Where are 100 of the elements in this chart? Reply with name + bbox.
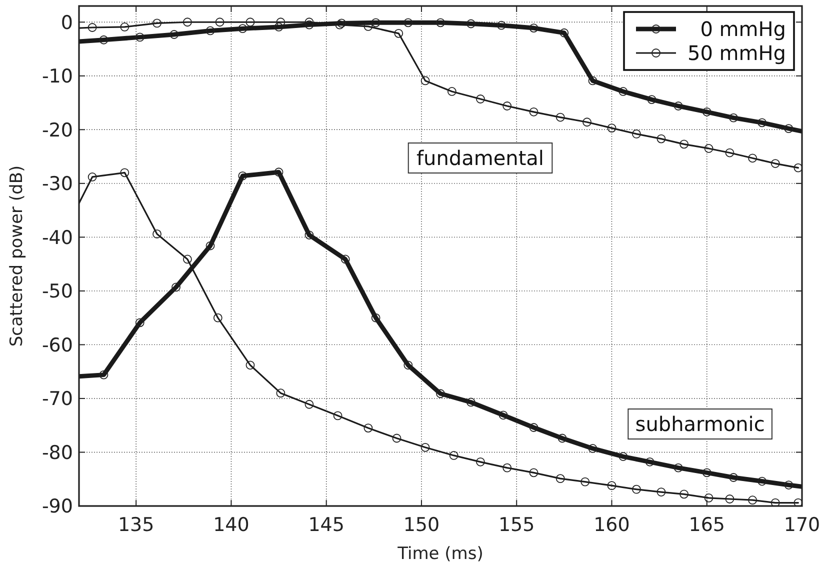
point (340, 254, 350, 264)
annotation: subharmonic (635, 412, 765, 436)
point (529, 107, 538, 116)
point (758, 476, 766, 486)
point (680, 490, 688, 499)
y-tick-label: -20 (42, 119, 73, 142)
point (556, 474, 565, 484)
point (704, 493, 714, 502)
point (135, 32, 144, 42)
point (274, 22, 284, 32)
point (580, 477, 590, 486)
point (88, 23, 97, 32)
point (582, 118, 592, 127)
point (674, 463, 683, 472)
point (152, 230, 162, 238)
point (364, 424, 373, 432)
point (556, 112, 565, 122)
y-tick-label: -70 (42, 388, 73, 410)
point (404, 360, 413, 370)
y-tick-label: 0 (60, 12, 73, 34)
x-tick-label: 160 (594, 514, 630, 536)
x-tick-label: 155 (498, 514, 535, 536)
point (476, 94, 485, 104)
point (725, 494, 734, 504)
point (120, 168, 130, 178)
point (607, 481, 616, 490)
point (449, 451, 458, 460)
y-tick-label: -30 (42, 173, 73, 196)
point (529, 468, 538, 478)
point (183, 18, 192, 27)
point (702, 107, 712, 116)
point (704, 144, 714, 153)
point (784, 480, 794, 490)
point (333, 411, 342, 420)
point (246, 360, 255, 370)
x-tick-label: 150 (403, 514, 440, 536)
point (770, 159, 780, 168)
point (748, 496, 757, 505)
point (680, 140, 688, 149)
legend-label: 0 mmHg (700, 17, 786, 41)
x-axis-title: Time (ms) (396, 544, 484, 564)
point (447, 87, 456, 96)
point (304, 230, 314, 240)
point (558, 434, 567, 443)
point (476, 457, 485, 466)
point (618, 452, 628, 461)
point (337, 18, 346, 28)
point (371, 313, 380, 322)
point (364, 22, 373, 31)
point (304, 400, 314, 409)
point (246, 18, 255, 27)
point (183, 254, 192, 264)
point (647, 95, 656, 104)
y-tick-label: -80 (42, 442, 73, 464)
point (135, 318, 144, 328)
point (170, 30, 179, 39)
point (502, 102, 512, 110)
y-axis-title: Scattered power (dB) (7, 165, 27, 347)
point (274, 168, 284, 177)
point (404, 18, 413, 28)
point (238, 171, 248, 180)
point (120, 22, 130, 32)
point (215, 18, 224, 27)
point (702, 468, 712, 478)
point (632, 484, 641, 494)
point (725, 148, 734, 158)
point (152, 18, 162, 28)
point (238, 24, 248, 34)
point (794, 163, 802, 172)
point (529, 24, 538, 32)
y-tick-label: -50 (42, 280, 73, 303)
point (371, 18, 380, 28)
point (276, 388, 286, 398)
point (729, 473, 738, 482)
point (632, 130, 641, 138)
y-tick-label: -40 (42, 226, 73, 249)
point (99, 35, 108, 44)
point (436, 389, 445, 398)
x-tick-label: 145 (308, 514, 344, 536)
point (588, 76, 598, 86)
point (748, 154, 757, 163)
y-tick-label: -10 (42, 66, 73, 88)
point (276, 18, 286, 27)
point (656, 488, 666, 496)
y-tick-label: -90 (42, 496, 73, 518)
point (304, 20, 314, 30)
point (88, 172, 97, 182)
point (758, 118, 766, 128)
point (436, 18, 445, 28)
point (770, 498, 780, 506)
point (420, 76, 430, 86)
point (498, 410, 508, 420)
point (206, 26, 215, 36)
point (784, 124, 794, 134)
point (618, 87, 628, 96)
point (794, 498, 802, 506)
point (656, 134, 666, 144)
x-tick-label: 170 (784, 514, 820, 536)
x-tick-label: 135 (118, 514, 154, 536)
point (466, 398, 476, 407)
